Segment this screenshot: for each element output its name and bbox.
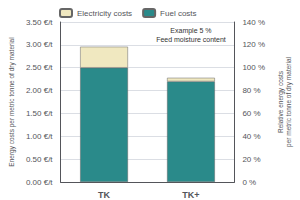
- svg-text:Electricity costs: Electricity costs: [77, 9, 132, 18]
- svg-text:Relative energy costs: Relative energy costs: [277, 70, 285, 133]
- svg-text:3.00 €/t: 3.00 €/t: [26, 40, 53, 49]
- svg-text:per metric tonne of dry materi: per metric tonne of dry material: [285, 56, 293, 147]
- svg-text:TK+: TK+: [182, 190, 199, 200]
- svg-text:140 %: 140 %: [242, 18, 265, 27]
- svg-text:TK: TK: [98, 190, 110, 200]
- svg-text:20 %: 20 %: [242, 155, 260, 164]
- svg-text:80 %: 80 %: [242, 86, 260, 95]
- svg-text:Energy costs per metric tonne: Energy costs per metric tonne of dry mat…: [8, 37, 16, 167]
- svg-text:0 %: 0 %: [242, 178, 256, 187]
- svg-text:Example 5 %: Example 5 %: [170, 27, 211, 35]
- svg-text:Feed moisture content: Feed moisture content: [156, 36, 226, 43]
- svg-text:60 %: 60 %: [242, 109, 260, 118]
- svg-text:120 %: 120 %: [242, 40, 265, 49]
- svg-text:2.50 €/t: 2.50 €/t: [26, 63, 53, 72]
- svg-text:1.00 €/t: 1.00 €/t: [26, 132, 53, 141]
- svg-text:Fuel costs: Fuel costs: [160, 9, 196, 18]
- svg-text:0.50 €/t: 0.50 €/t: [26, 155, 53, 164]
- svg-text:3.50 €/t: 3.50 €/t: [26, 18, 53, 27]
- svg-text:40 %: 40 %: [242, 132, 260, 141]
- svg-text:100 %: 100 %: [242, 63, 265, 72]
- svg-text:0.00 €/t: 0.00 €/t: [26, 178, 53, 187]
- svg-text:1.50 €/t: 1.50 €/t: [26, 109, 53, 118]
- svg-text:2.00 €/t: 2.00 €/t: [26, 86, 53, 95]
